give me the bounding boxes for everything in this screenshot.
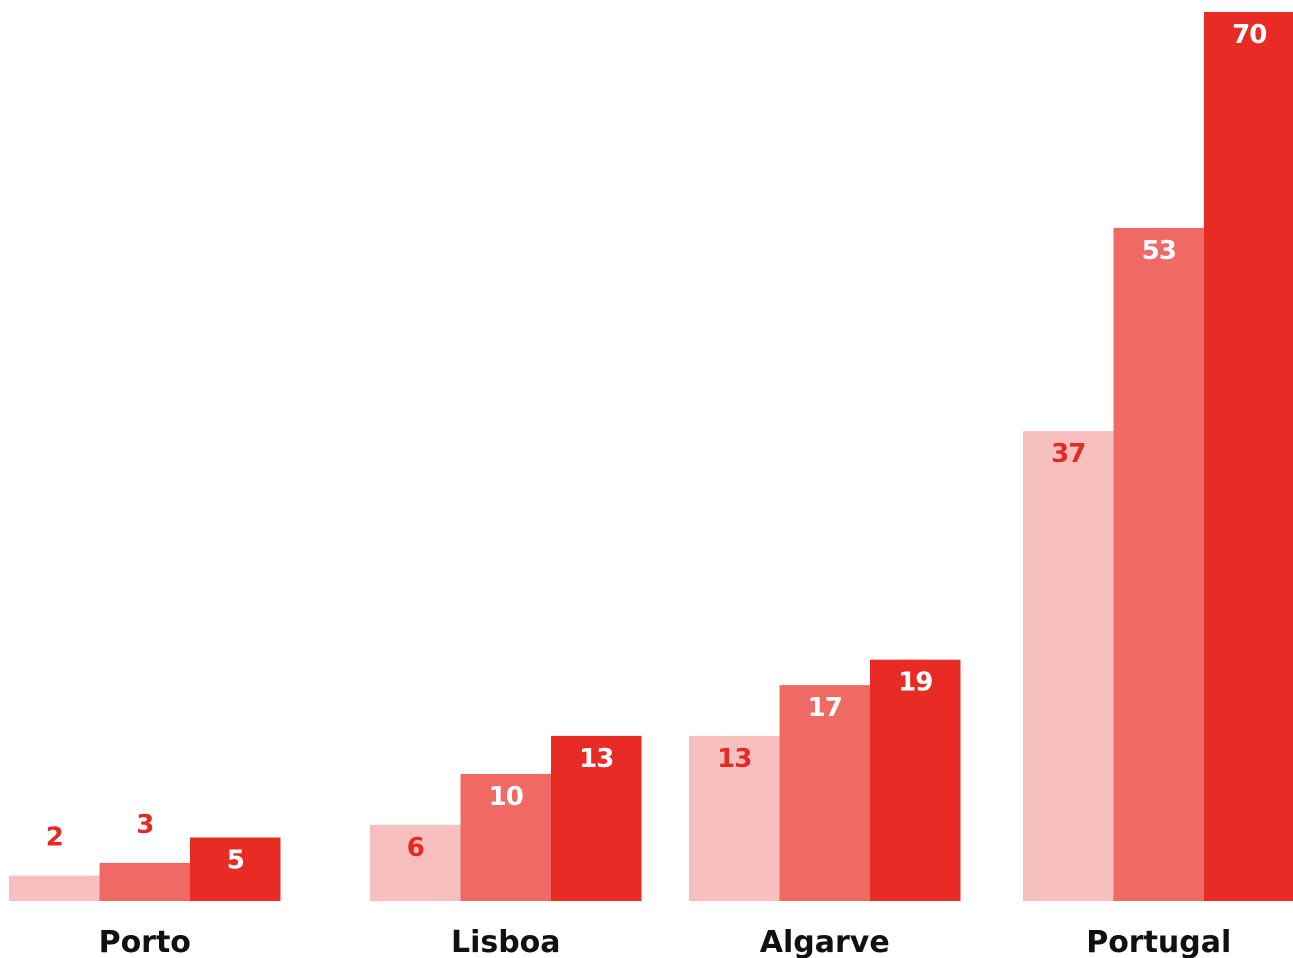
data-label-porto-s3: 5: [227, 846, 244, 876]
bar-lisboa-s3: [551, 735, 642, 901]
data-label-algarve-s1: 13: [717, 744, 751, 774]
bar-portugal-s3: [1204, 12, 1293, 901]
data-label-lisboa-s1: 6: [407, 833, 424, 863]
data-label-portugal-s1: 37: [1051, 439, 1085, 469]
data-label-portugal-s3: 70: [1232, 20, 1266, 50]
data-label-algarve-s3: 19: [898, 668, 932, 698]
data-label-porto-s2: 3: [136, 810, 153, 840]
bar-porto-s2: [99, 862, 190, 901]
bar-algarve-s3: [870, 659, 961, 901]
data-label-algarve-s2: 17: [808, 693, 842, 723]
bar-algarve-s2: [779, 685, 870, 901]
category-label-porto: Porto: [99, 925, 191, 958]
category-label-lisboa: Lisboa: [451, 925, 561, 958]
category-label-algarve: Algarve: [760, 925, 890, 958]
bar-lisboa-s2: [460, 774, 551, 901]
bar-porto-s1: [9, 875, 100, 901]
bar-lisboa-s1: [370, 824, 461, 901]
bar-portugal-s1: [1023, 431, 1114, 901]
bar-portugal-s2: [1113, 227, 1204, 901]
data-label-porto-s1: 2: [46, 823, 63, 853]
data-label-lisboa-s3: 13: [579, 744, 613, 774]
bar-porto-s3: [190, 837, 281, 901]
data-label-portugal-s2: 53: [1142, 236, 1176, 266]
bar-algarve-s1: [689, 735, 780, 901]
data-label-lisboa-s2: 10: [489, 782, 523, 812]
category-label-portugal: Portugal: [1086, 925, 1231, 958]
